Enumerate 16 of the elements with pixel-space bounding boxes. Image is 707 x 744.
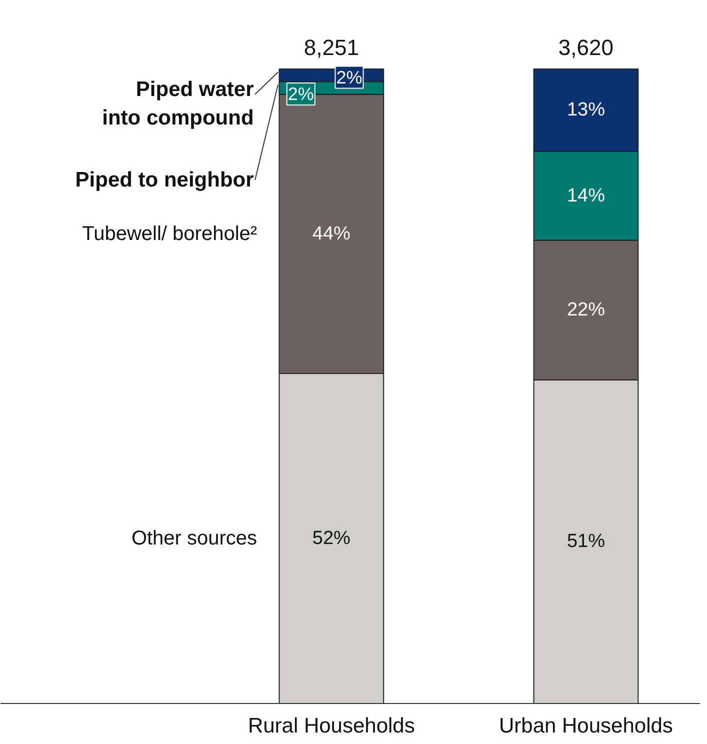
data-label: 22%	[566, 300, 606, 321]
data-label: 14%	[566, 185, 606, 206]
annotation: 8,251	[304, 34, 359, 60]
data-label: 2%	[336, 67, 362, 88]
data-label: 44%	[312, 223, 351, 244]
annotation: 3,620	[558, 34, 614, 60]
series-label: Other sources	[131, 528, 258, 550]
series-label: Piped water into compound	[102, 78, 254, 130]
data-label: 2%	[288, 84, 314, 104]
data-label: 13%	[566, 100, 606, 121]
series-label: Tubewell/ borehole²	[82, 222, 258, 245]
data-label: 52%	[312, 528, 351, 550]
data-label: 51%	[566, 531, 606, 552]
x-tick-label: Urban Households	[498, 714, 673, 738]
text: Piped to neighbor	[75, 168, 254, 192]
x-tick-label: Rural Households	[248, 714, 415, 738]
